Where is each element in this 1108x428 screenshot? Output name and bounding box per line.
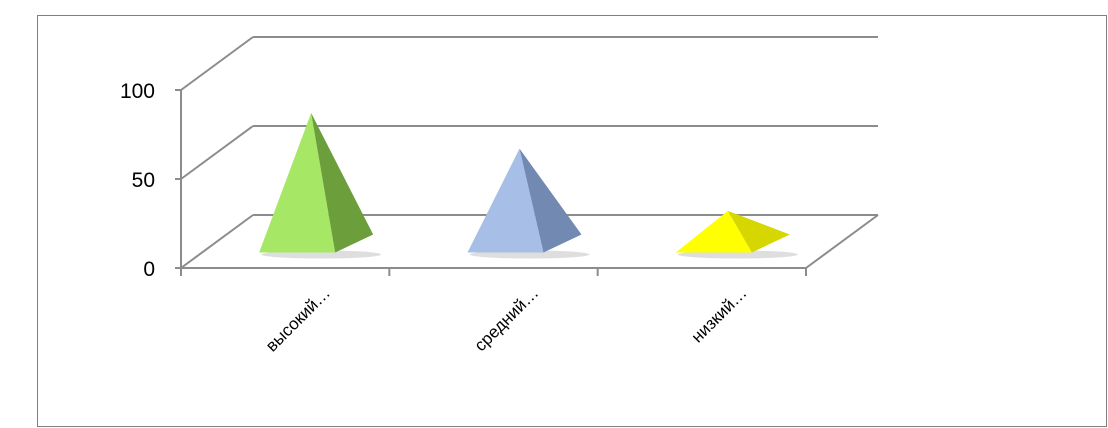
- chart-marks: [259, 113, 798, 259]
- y-tick-label-50: 50: [132, 169, 155, 192]
- pyramid-1: [468, 149, 590, 259]
- x-category-label-2: низкий…: [688, 283, 751, 346]
- y-axis-ticks: 0 50 100: [120, 80, 181, 281]
- wall-diagonal-100: [181, 37, 253, 90]
- x-axis-labels: высокий… средний… низкий…: [262, 283, 751, 355]
- x-category-label-0: высокий…: [262, 283, 334, 355]
- wall-diagonal-50: [181, 126, 253, 179]
- x-category-label-1: средний…: [471, 283, 543, 355]
- y-tick-label-100: 100: [120, 80, 155, 103]
- x-axis: [181, 268, 806, 276]
- pyramid-0: [259, 113, 381, 259]
- pyramid-2: [676, 211, 798, 259]
- wall-diagonal-0: [181, 215, 253, 268]
- floor-right-edge: [806, 215, 878, 268]
- y-tick-label-0: 0: [143, 258, 155, 281]
